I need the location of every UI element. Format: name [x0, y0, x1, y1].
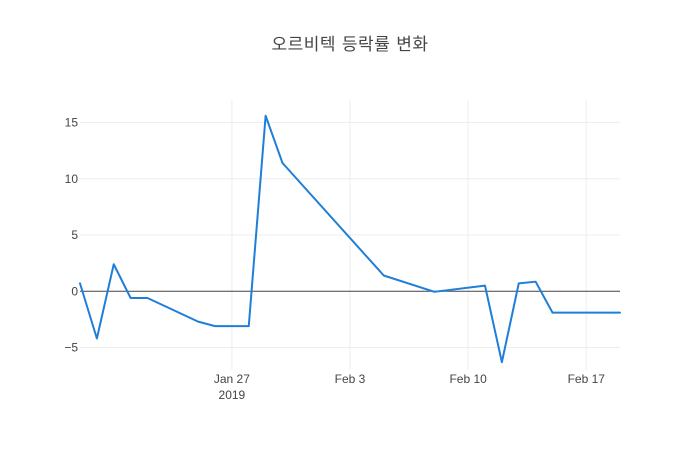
chart-title: 오르비텍 등락률 변화: [271, 35, 429, 55]
x-tick-label: Jan 27: [214, 372, 250, 386]
x-tick-year-label: 2019: [219, 388, 246, 402]
x-tick-label: Feb 10: [449, 372, 487, 386]
y-tick-label: 15: [65, 116, 79, 130]
y-tick-label: 0: [71, 284, 78, 298]
y-tick-label: 10: [65, 172, 79, 186]
y-tick-label: 5: [71, 228, 78, 242]
y-tick-label: −5: [64, 341, 78, 355]
x-tick-label: Feb 17: [568, 372, 606, 386]
x-tick-label: Feb 3: [335, 372, 366, 386]
